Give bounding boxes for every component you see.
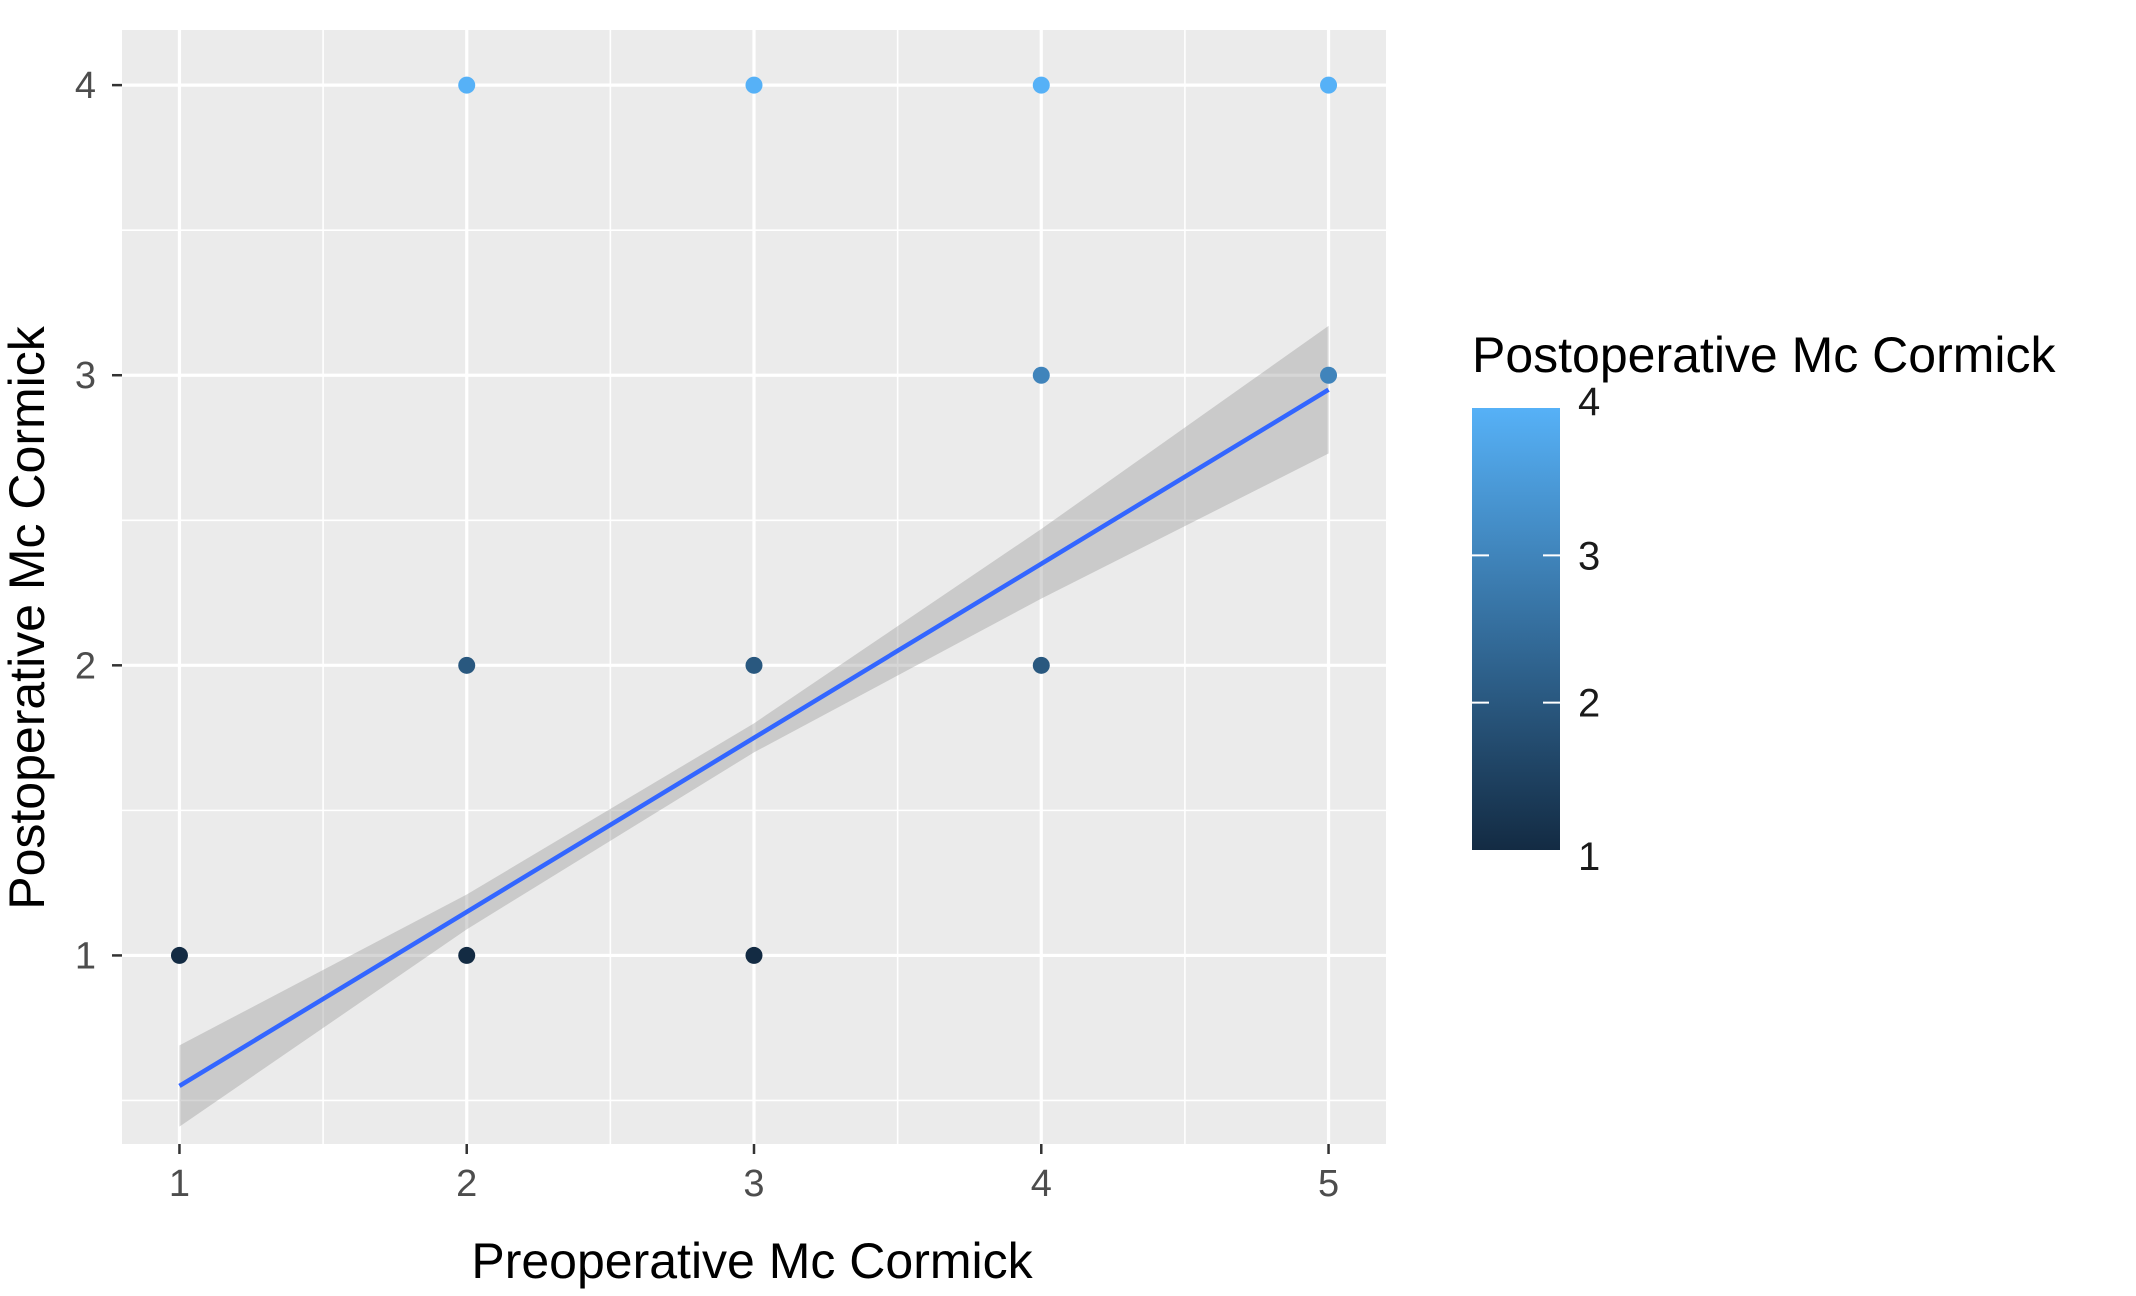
x-axis: 1 2 3 4 5 (169, 1144, 1339, 1205)
data-point (745, 946, 763, 964)
x-axis-title: Preoperative Mc Cormick (471, 1233, 1033, 1289)
y-tick-label: 3 (75, 355, 96, 397)
data-point (1320, 366, 1338, 384)
data-point (170, 946, 188, 964)
x-tick-label: 1 (169, 1163, 190, 1205)
y-tick-label: 4 (75, 65, 96, 107)
y-tick-label: 2 (75, 645, 96, 687)
regression-line (178, 387, 1330, 1088)
colorbar (1472, 408, 1560, 850)
x-tick-label: 4 (1031, 1163, 1052, 1205)
data-point (1032, 366, 1050, 384)
data-point (458, 76, 476, 94)
data-point (458, 656, 476, 674)
colorbar-tick-label: 2 (1578, 682, 1600, 726)
data-point (1320, 76, 1338, 94)
colorbar-tick-label: 1 (1578, 835, 1600, 879)
colorbar-tick-label: 3 (1578, 534, 1600, 578)
data-point (1032, 76, 1050, 94)
y-axis-title: Postoperative Mc Cormick (0, 325, 55, 909)
x-tick-label: 5 (1318, 1163, 1339, 1205)
y-tick-label: 1 (75, 935, 96, 977)
colorbar-ticks: 1 2 3 4 (1472, 380, 1600, 879)
confidence-band (179, 325, 1329, 1127)
data-point (458, 946, 476, 964)
y-axis: 1 2 3 4 (75, 65, 122, 977)
data-points (170, 76, 1338, 964)
data-point (745, 76, 763, 94)
legend-title: Postoperative Mc Cormick (1472, 327, 2056, 383)
colorbar-tick-label: 4 (1578, 380, 1600, 424)
x-tick-label: 3 (743, 1163, 764, 1205)
color-legend: Postoperative Mc Cormick 1 2 3 4 (1472, 327, 2056, 879)
x-tick-label: 2 (456, 1163, 477, 1205)
data-point (745, 656, 763, 674)
data-point (1032, 656, 1050, 674)
